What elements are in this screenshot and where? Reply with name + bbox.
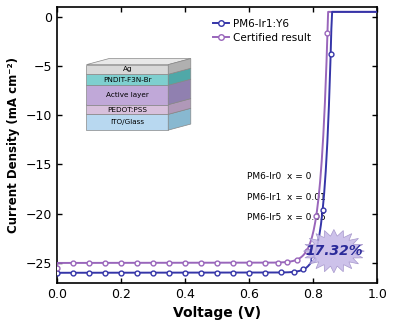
X-axis label: Voltage (V): Voltage (V) [173,306,261,320]
Text: 17.32%: 17.32% [305,244,363,258]
Y-axis label: Current Density (mA cm⁻²): Current Density (mA cm⁻²) [7,57,20,233]
Text: PM6-Ir1  x = 0.01: PM6-Ir1 x = 0.01 [247,193,326,202]
Text: PM6-Ir0  x = 0: PM6-Ir0 x = 0 [247,172,312,181]
Polygon shape [303,230,364,273]
Legend: PM6-Ir1:Y6, Certified result: PM6-Ir1:Y6, Certified result [209,15,316,47]
Text: PM6-Ir5  x = 0.05: PM6-Ir5 x = 0.05 [247,213,326,222]
